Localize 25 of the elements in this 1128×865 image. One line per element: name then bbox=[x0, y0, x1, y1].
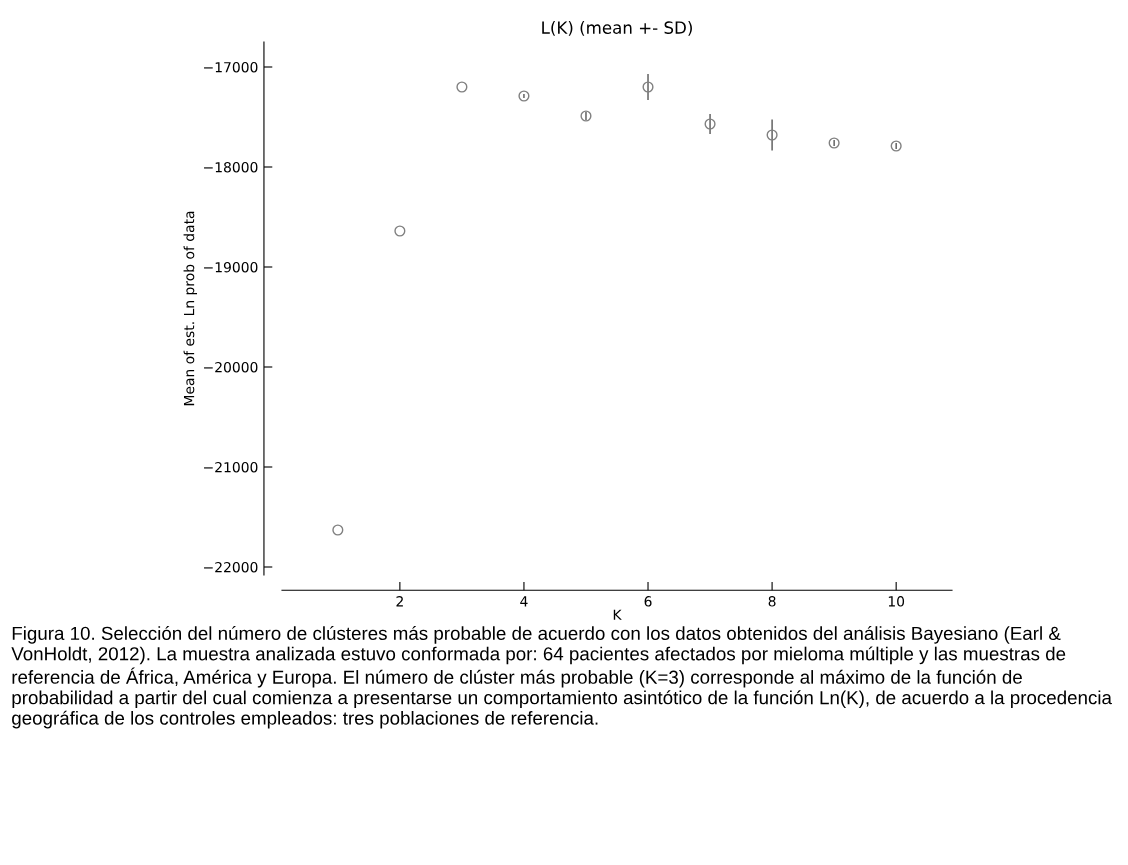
x-tick-label: 6 bbox=[644, 596, 652, 607]
y-tick-label: −17000 bbox=[204, 61, 258, 73]
point bbox=[890, 140, 902, 152]
point bbox=[704, 118, 716, 130]
x-tick-label: 10 bbox=[888, 596, 905, 607]
x-axis-title: K bbox=[613, 609, 622, 620]
y-tick-label: −21000 bbox=[204, 461, 258, 473]
point bbox=[518, 90, 530, 102]
x-tick-label: 8 bbox=[768, 596, 776, 607]
point bbox=[642, 81, 654, 93]
point bbox=[456, 81, 468, 93]
x-tick-label: 2 bbox=[396, 596, 403, 607]
point bbox=[580, 110, 592, 122]
chart-title: L(K) (mean +- SD) bbox=[542, 21, 692, 36]
point bbox=[332, 524, 344, 536]
y-axis-title: Mean of est. Ln prob of data bbox=[183, 211, 198, 406]
y-tick-label: −18000 bbox=[204, 161, 258, 173]
text: Figura 10. Selección del número de clústeres más probable de acuerdo con los datos obtenidos del análisis Bayesiano (Earl & VonHoldt, 2012). La muestra analizada estuvo conformada por: 64 pacientes afectados por mieloma múltiple y las muestras de referencia de África, América y Europa. El número de clúster más probable (K=3) corresponde al máximo de la función de probabilidad a partir del cual comienza a presentarse un comportamiento asintótico de la función Ln(K), de acuerdo a la procedencia geográfica de los controles empleados: tres poblaciones de referencia. bbox=[11, 626, 1112, 729]
x-tick-label: 4 bbox=[520, 596, 528, 607]
point bbox=[766, 129, 778, 141]
point bbox=[394, 225, 406, 237]
y-tick-label: −20000 bbox=[204, 361, 258, 373]
point bbox=[828, 137, 840, 149]
y-tick-label: −19000 bbox=[204, 261, 258, 273]
y-tick-label: −22000 bbox=[204, 561, 258, 573]
